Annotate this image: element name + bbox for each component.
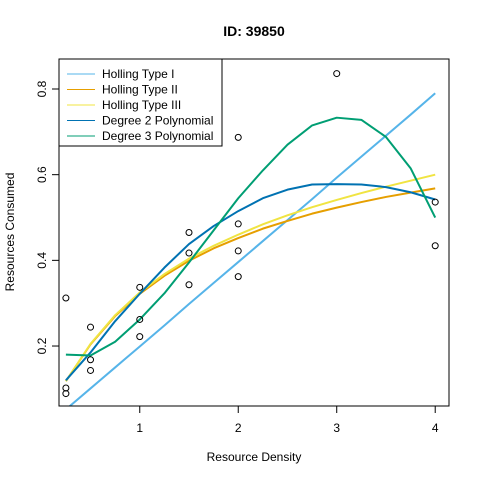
data-point-13 bbox=[234, 220, 242, 228]
x-tick-label-2: 3 bbox=[333, 421, 340, 435]
data-point-14 bbox=[234, 247, 242, 255]
data-point-9 bbox=[185, 229, 193, 236]
data-point-16 bbox=[333, 70, 341, 78]
series-line-0 bbox=[68, 92, 436, 406]
series-line-2 bbox=[65, 173, 436, 382]
x-axis-title: Resource Density bbox=[207, 450, 302, 464]
x-tick-label-1: 2 bbox=[235, 421, 242, 435]
y-tick-label-0: 0.2 bbox=[35, 337, 49, 354]
legend-label-4: Degree 3 Polynomial bbox=[102, 129, 213, 143]
series-line-4 bbox=[65, 116, 437, 357]
data-point-18 bbox=[431, 242, 439, 250]
legend-label-0: Holling Type I bbox=[102, 67, 175, 81]
data-point-0 bbox=[62, 294, 70, 302]
x-tick-label-0: 1 bbox=[136, 421, 143, 435]
chart-title: ID: 39850 bbox=[223, 23, 285, 39]
x-axis: 1 2 3 4 bbox=[136, 405, 439, 435]
legend-label-2: Holling Type III bbox=[102, 98, 181, 112]
y-axis-title: Resources Consumed bbox=[3, 173, 17, 292]
fitted-curves bbox=[65, 92, 437, 406]
data-point-10 bbox=[185, 249, 193, 257]
data-points bbox=[62, 70, 439, 398]
data-point-4 bbox=[87, 356, 95, 364]
data-point-12 bbox=[234, 133, 242, 141]
y-tick-label-1: 0.4 bbox=[35, 252, 49, 269]
x-tick-label-3: 4 bbox=[432, 421, 439, 435]
legend-label-1: Holling Type II bbox=[102, 83, 178, 97]
legend-label-3: Degree 2 Polynomial bbox=[102, 114, 213, 128]
data-point-11 bbox=[185, 281, 193, 289]
series-line-3 bbox=[65, 183, 436, 381]
data-point-8 bbox=[136, 333, 144, 341]
data-point-2 bbox=[62, 390, 70, 398]
y-axis: 0.2 0.4 0.6 0.8 bbox=[35, 80, 60, 354]
series-line-1 bbox=[65, 187, 436, 382]
y-tick-label-2: 0.6 bbox=[35, 166, 49, 183]
data-point-17 bbox=[431, 198, 439, 206]
data-point-6 bbox=[136, 283, 144, 291]
data-point-15 bbox=[234, 273, 242, 281]
data-point-7 bbox=[136, 315, 144, 323]
y-tick-label-3: 0.8 bbox=[35, 80, 49, 97]
data-point-3 bbox=[87, 323, 95, 331]
data-point-5 bbox=[87, 366, 95, 374]
